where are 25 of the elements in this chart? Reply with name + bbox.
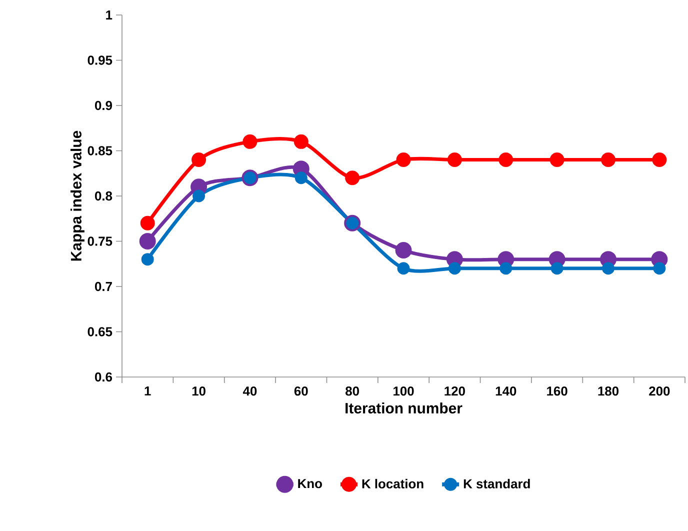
x-tick-label: 10 [192,386,206,396]
x-tick-label: 60 [294,386,308,396]
x-tick-label: 80 [346,386,359,396]
x-tick-label: 180 [598,386,619,396]
y-tick-label: 0.95 [88,56,112,65]
x-tick-label: 40 [242,386,257,396]
x-tick-label: 100 [394,386,414,396]
y-tick-label: 0.8 [95,191,112,201]
y-tick-label: 0.9 [95,100,112,110]
y-tick-label: 0.85 [88,146,112,156]
y-tick-label: 0.7 [95,282,112,292]
x-tick-label: 120 [444,386,465,396]
y-tick-label: 0.65 [88,327,112,336]
y-tick-label: 0.75 [88,236,112,246]
legend-label: K location [362,478,424,488]
legend-label: K standard [464,478,530,488]
x-tick-label: 140 [496,386,516,396]
y-tick-label: 1 [106,10,112,20]
y-tick-label: 0.6 [95,372,112,382]
x-tick-label: 160 [547,386,568,396]
y-axis-title: Kappa index value [70,130,84,261]
legend-label: Kno [298,479,322,488]
x-axis-title: Iteration number [346,402,462,414]
x-tick-label: 1 [144,386,151,396]
x-tick-label: 200 [649,386,670,396]
